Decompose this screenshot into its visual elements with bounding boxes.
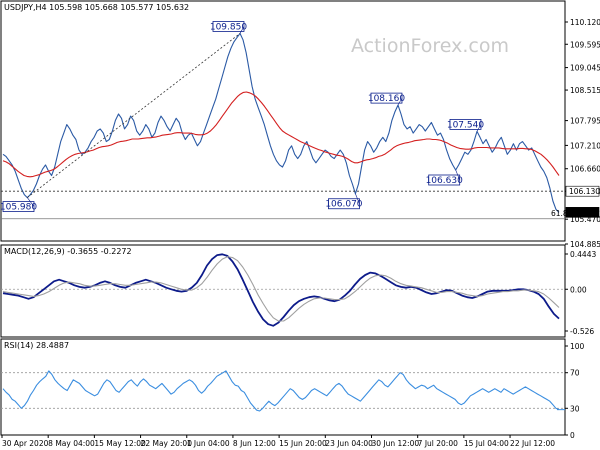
annotation-label: 106.070 (325, 200, 362, 210)
price-ytick-label: 109.595 (570, 40, 600, 49)
macd-series-0 (2, 253, 560, 327)
rsi-frame (0, 338, 566, 436)
x-tick-label: 8 May 04:00 (48, 439, 95, 448)
price-panel: USDJPY,H4 105.598 105.668 105.577 105.63… (0, 0, 600, 249)
rsi-ytick-label: 0 (570, 431, 575, 440)
annotation-label: 107.540 (447, 120, 484, 130)
rsi-series-0 (2, 370, 560, 412)
annotation-leader (455, 169, 460, 181)
fib-label: 61.8 (551, 209, 568, 218)
macd-frame (0, 244, 566, 338)
annotation-leader (355, 193, 360, 204)
annotation-label: 108.160 (368, 94, 405, 104)
x-tick-label: 15 May 12:00 (94, 439, 146, 448)
price-ytick-label: 107.795 (570, 117, 600, 126)
rsi-header: RSI(14) 28.4887 (4, 341, 69, 350)
level-flag-text: 106.130 (569, 187, 600, 196)
price-series-1 (2, 91, 560, 178)
price-ytick-label: 106.660 (570, 165, 600, 174)
rsi-ytick-label: 30 (570, 404, 580, 413)
annotation-leader (476, 124, 482, 132)
price-ytick-label: 107.210 (570, 141, 600, 150)
rsi-ytick-label: 70 (570, 369, 580, 378)
macd-ytick-label: 0.00 (570, 285, 587, 294)
x-tick-label: 1 Jun 04:00 (187, 439, 230, 448)
annotation-leader (397, 97, 403, 106)
price-series-0 (2, 32, 560, 213)
macd-header: MACD(12,26,9) -0.3655 -0.2272 (4, 247, 132, 256)
macd-series-1 (2, 256, 560, 322)
annotation-label: 109.850 (210, 22, 247, 32)
price-ytick-label: 108.515 (570, 86, 600, 95)
annotation-leader (239, 26, 245, 34)
macd-panel: MACD(12,26,9) -0.3655 -0.2272 0.4443 0.00 -… (0, 244, 596, 338)
rsi-panel: RSI(14) 28.4887 100 70 30 0 (0, 338, 585, 440)
macd-ytick-label: 0.4443 (570, 250, 596, 259)
x-tick-label: 8 Jun 12:00 (233, 439, 276, 448)
x-tick-label: 23 Jun 04:00 (325, 439, 373, 448)
x-tick-label: 15 Jun 20:00 (279, 439, 327, 448)
x-tick-label: 30 Jun 12:00 (371, 439, 419, 448)
watermark: ActionForex.com (351, 35, 509, 57)
annotation-leader (27, 197, 35, 207)
annotation-label: 106.630 (426, 176, 463, 186)
macd-ytick-label: -0.526 (570, 327, 594, 336)
current-price-flag-text: 105.632 (569, 208, 600, 217)
price-ytick-label: 105.470 (570, 215, 600, 224)
price-ytick-label: 109.045 (570, 64, 600, 73)
level-flag (565, 185, 600, 197)
dashed-trendline (27, 33, 241, 198)
price-ytick-label: 110.120 (570, 18, 600, 27)
x-tick-label: 22 Jul 12:00 (510, 439, 555, 448)
current-price-flag (565, 207, 600, 218)
rsi-ytick-label: 100 (570, 342, 585, 351)
x-tick-label: 15 Jul 04:00 (464, 439, 509, 448)
price-ytick-label: 104.885 (570, 240, 600, 249)
price-header: USDJPY,H4 105.598 105.668 105.577 105.63… (4, 3, 189, 12)
annotation-label: 105.980 (0, 203, 37, 213)
x-tick-label: 7 Jul 20:00 (418, 439, 458, 448)
x-tick-label: 30 Apr 2020 (2, 439, 49, 448)
x-tick-label: 22 May 20:00 (141, 439, 193, 448)
